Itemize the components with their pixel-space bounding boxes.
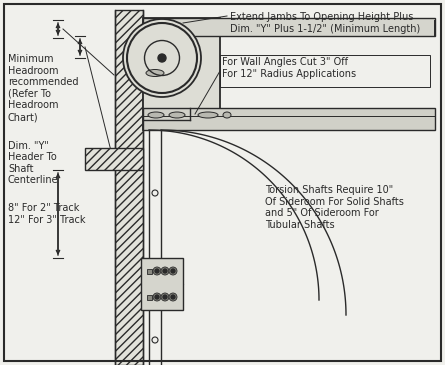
Bar bbox=[143, 18, 435, 36]
Circle shape bbox=[169, 293, 177, 301]
Text: Extend Jambs To Opening Height Plus
Dim. "Y" Plus 1-1/2" (Minimum Length): Extend Jambs To Opening Height Plus Dim.… bbox=[230, 12, 420, 34]
Bar bbox=[147, 269, 152, 273]
Bar bbox=[143, 108, 435, 130]
Text: Dim. "Y"
Header To
Shaft
Centerline: Dim. "Y" Header To Shaft Centerline bbox=[8, 141, 59, 185]
Circle shape bbox=[163, 295, 167, 299]
Circle shape bbox=[163, 269, 167, 273]
Ellipse shape bbox=[169, 112, 185, 118]
Ellipse shape bbox=[198, 112, 218, 118]
Bar bbox=[147, 295, 152, 300]
Circle shape bbox=[171, 295, 175, 299]
Bar bbox=[115, 10, 143, 365]
Circle shape bbox=[153, 267, 161, 275]
Bar bbox=[220, 55, 430, 87]
Circle shape bbox=[171, 269, 175, 273]
Circle shape bbox=[153, 293, 161, 301]
Circle shape bbox=[161, 293, 169, 301]
Bar bbox=[143, 18, 220, 130]
Circle shape bbox=[123, 19, 201, 97]
Circle shape bbox=[161, 267, 169, 275]
Bar bbox=[141, 258, 183, 310]
Text: For Wall Angles Cut 3" Off
For 12" Radius Applications: For Wall Angles Cut 3" Off For 12" Radiu… bbox=[222, 57, 356, 78]
Circle shape bbox=[155, 295, 159, 299]
Text: Minimum
Headroom
recommended
(Refer To
Headroom
Chart): Minimum Headroom recommended (Refer To H… bbox=[8, 54, 78, 122]
Circle shape bbox=[169, 267, 177, 275]
Text: 8" For 2" Track
12" For 3" Track: 8" For 2" Track 12" For 3" Track bbox=[8, 203, 85, 225]
Circle shape bbox=[158, 54, 166, 62]
Text: Torsion Shafts Require 10"
Of Sideroom For Solid Shafts
and 5" Of Sideroom For
T: Torsion Shafts Require 10" Of Sideroom F… bbox=[265, 185, 404, 230]
Circle shape bbox=[155, 269, 159, 273]
Ellipse shape bbox=[146, 69, 164, 77]
Ellipse shape bbox=[148, 112, 164, 118]
Bar bbox=[85, 148, 143, 170]
Ellipse shape bbox=[223, 112, 231, 118]
